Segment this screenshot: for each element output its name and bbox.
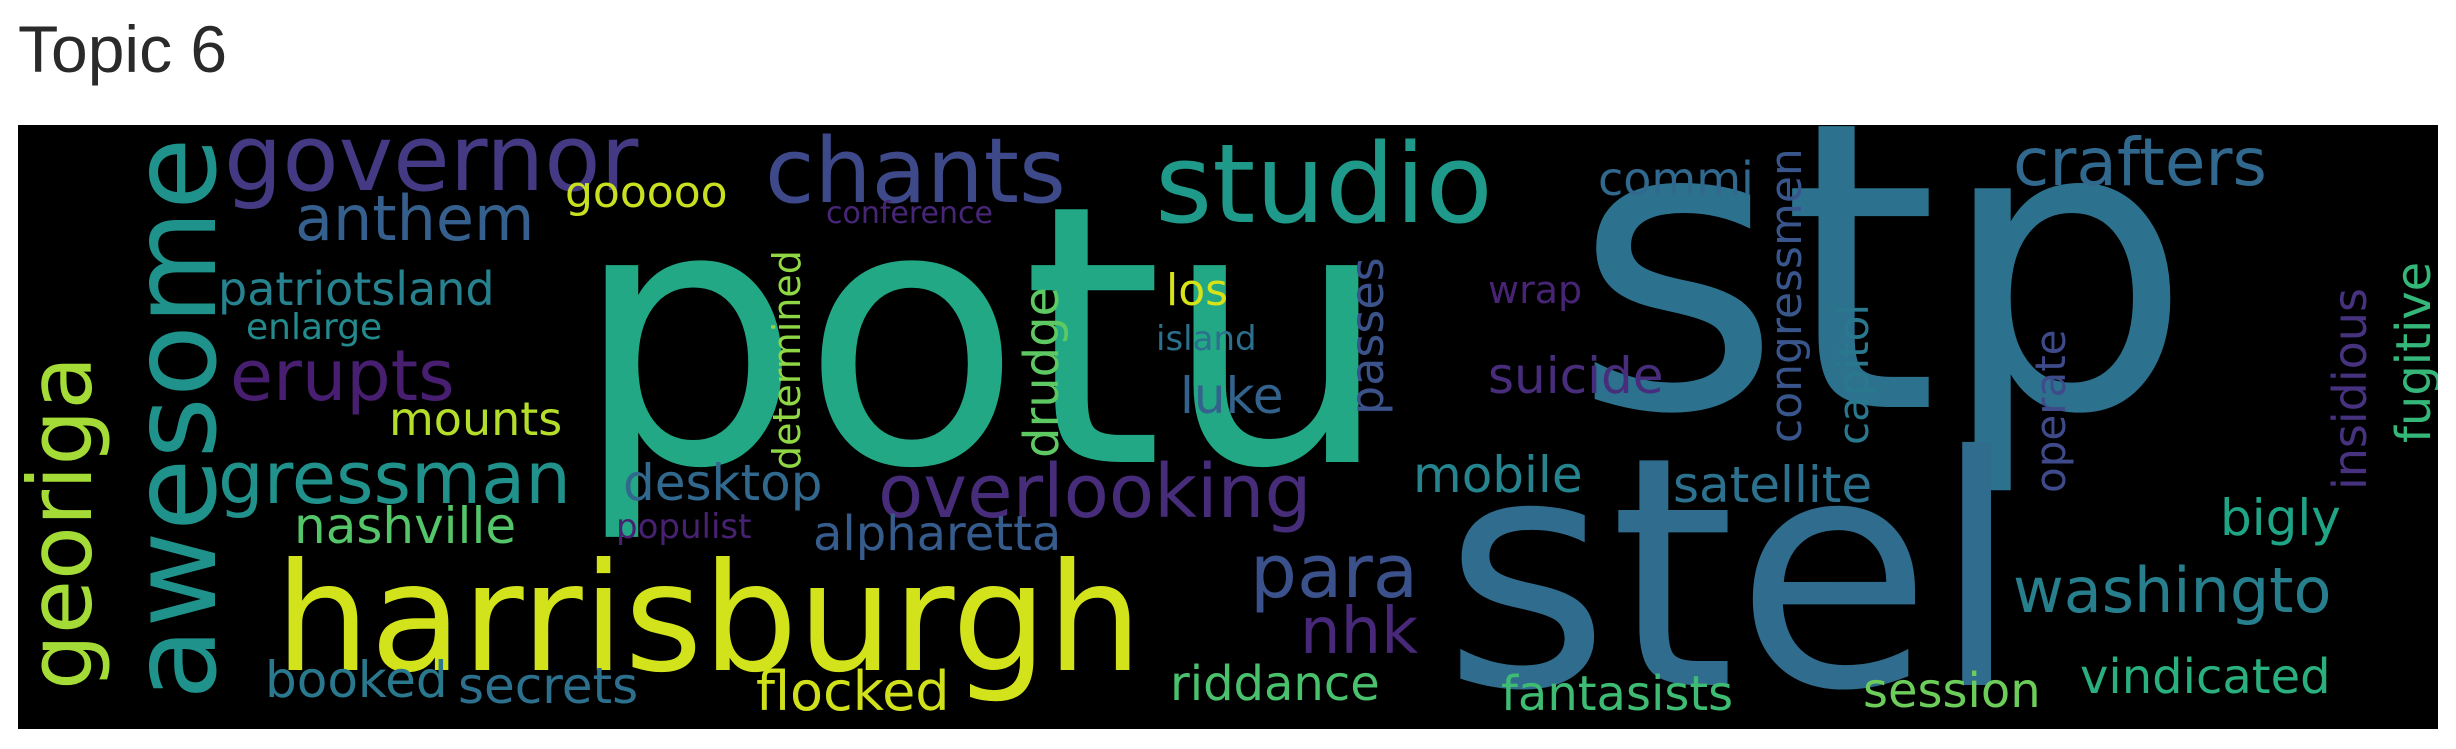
cloud-word-commi: commi bbox=[1598, 152, 1754, 206]
cloud-word-desktop: desktop bbox=[623, 454, 822, 512]
cloud-word-island: island bbox=[1156, 319, 1257, 359]
cloud-word-operate: operate bbox=[2026, 329, 2075, 493]
cloud-word-session: session bbox=[1863, 663, 2041, 719]
cloud-word-secrets: secrets bbox=[458, 657, 638, 715]
cloud-word-anthem: anthem bbox=[295, 182, 534, 255]
word-cloud: potu stp stel harrisburgh awesome georiga gove… bbox=[18, 125, 2438, 729]
cloud-word-riddance: riddance bbox=[1170, 656, 1380, 712]
cloud-word-wrap: wrap bbox=[1488, 268, 1582, 312]
cloud-word-drudge: drudge bbox=[1014, 287, 1070, 458]
cloud-word-overlooking: overlooking bbox=[878, 449, 1311, 535]
cloud-word-georiga: georiga bbox=[18, 356, 112, 690]
cloud-word-luke: luke bbox=[1180, 367, 1284, 425]
cloud-word-satellite: satellite bbox=[1673, 456, 1872, 514]
cloud-word-capitol: capitol bbox=[1829, 304, 1878, 445]
cloud-word-mobile: mobile bbox=[1413, 446, 1583, 504]
cloud-word-stel: stel bbox=[1443, 389, 2021, 729]
cloud-word-flocked: flocked bbox=[756, 660, 950, 723]
cloud-word-erupts: erupts bbox=[230, 335, 455, 417]
cloud-word-bigly: bigly bbox=[2220, 489, 2341, 547]
cloud-word-governor: governor bbox=[224, 125, 639, 212]
cloud-word-para: para bbox=[1250, 529, 1418, 615]
cloud-word-conference: conference bbox=[826, 196, 993, 231]
cloud-word-gooooo: gooooo bbox=[565, 167, 728, 218]
cloud-word-booked: booked bbox=[265, 651, 448, 709]
cloud-word-awesome: awesome bbox=[105, 137, 243, 700]
cloud-word-fantasists: fantasists bbox=[1501, 666, 1733, 722]
cloud-word-chants: chants bbox=[765, 125, 1066, 224]
cloud-word-vindicated: vindicated bbox=[2080, 649, 2331, 705]
cloud-word-nashville: nashville bbox=[294, 497, 516, 555]
cloud-word-mounts: mounts bbox=[389, 392, 562, 446]
cloud-word-populist: populist bbox=[616, 507, 751, 547]
cloud-word-washingto: washingto bbox=[2013, 554, 2331, 627]
cloud-word-patriotsland: patriotsland bbox=[218, 262, 495, 316]
cloud-word-nhk: nhk bbox=[1300, 595, 1418, 669]
cloud-word-crafters: crafters bbox=[2013, 125, 2267, 201]
cloud-word-enlarge: enlarge bbox=[246, 307, 382, 348]
cloud-word-suicide: suicide bbox=[1488, 347, 1664, 405]
cloud-word-studio: studio bbox=[1155, 125, 1493, 248]
cloud-word-passes: passes bbox=[1340, 257, 1394, 415]
cloud-word-stp: stp bbox=[1573, 125, 2192, 502]
cloud-word-gressman: gressman bbox=[218, 436, 571, 520]
cloud-word-potu: potu bbox=[573, 128, 1391, 547]
cloud-word-alpharetta: alpharetta bbox=[813, 506, 1061, 562]
cloud-word-congressmen: congressmen bbox=[1761, 148, 1812, 443]
cloud-word-fugitive: fugitive bbox=[2386, 262, 2438, 443]
cloud-word-insidious: insidious bbox=[2323, 288, 2377, 490]
topic-title: Topic 6 bbox=[18, 12, 228, 86]
cloud-word-harrisburgh: harrisburgh bbox=[275, 532, 1142, 706]
cloud-word-determined: determined bbox=[765, 250, 809, 470]
cloud-word-los: los bbox=[1166, 265, 1228, 316]
